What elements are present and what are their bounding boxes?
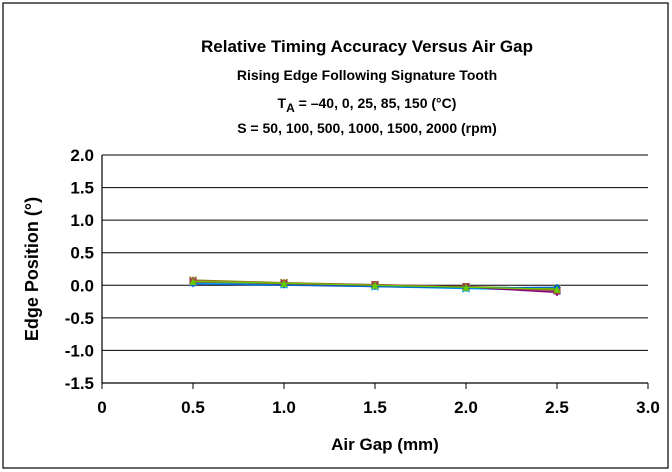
condition-ta-subscript: A: [286, 101, 295, 115]
y-tick-label: 0.0: [70, 276, 94, 295]
y-tick-label: -1.0: [65, 341, 94, 360]
x-tick-label: 1.5: [363, 398, 387, 417]
x-tick-label: 2.0: [454, 398, 478, 417]
y-tick-label: 2.0: [70, 146, 94, 165]
x-tick-label: 0.5: [181, 398, 205, 417]
y-tick-label: -0.5: [65, 309, 94, 328]
y-tick-label: 0.5: [70, 244, 94, 263]
condition-ta-rest: = –40, 0, 25, 85, 150 (°C): [295, 95, 457, 111]
chart-title: Relative Timing Accuracy Versus Air Gap: [201, 37, 533, 56]
y-axis-title: Edge Position (°): [22, 197, 42, 341]
chart-subtitle: Rising Edge Following Signature Tooth: [237, 67, 497, 83]
x-axis-title: Air Gap (mm): [331, 435, 439, 454]
x-tick-label: 1.0: [272, 398, 296, 417]
x-tick-label: 2.5: [545, 398, 569, 417]
x-tick-label: 3.0: [636, 398, 660, 417]
x-tick-label: 0: [97, 398, 106, 417]
y-tick-label: 1.5: [70, 179, 94, 198]
y-tick-label: 1.0: [70, 211, 94, 230]
y-tick-label: -1.5: [65, 374, 94, 393]
condition-speed: S = 50, 100, 500, 1000, 1500, 2000 (rpm): [237, 120, 497, 136]
